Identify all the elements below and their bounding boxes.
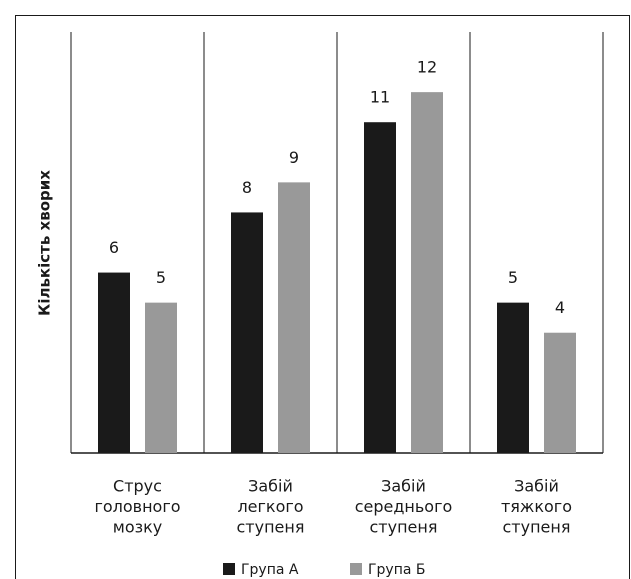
- x-tick-label: Забій: [248, 477, 293, 496]
- x-tick-label: Забій: [514, 477, 559, 496]
- data-label: 6: [109, 238, 119, 257]
- bar: [98, 272, 130, 453]
- y-axis-label: Кількість хворих: [36, 170, 54, 316]
- x-tick-label: Струс: [113, 477, 162, 496]
- bar: [411, 92, 443, 454]
- data-label: 4: [555, 298, 565, 317]
- data-label: 8: [242, 178, 252, 197]
- x-tick-label: середнього: [355, 497, 453, 516]
- data-label: 5: [156, 268, 166, 287]
- bar: [145, 302, 177, 453]
- bar: [231, 212, 263, 453]
- x-tick-label: тяжкого: [501, 497, 572, 516]
- x-tick-label: легкого: [237, 497, 303, 516]
- bar: [497, 302, 529, 453]
- legend-swatch: [223, 563, 235, 575]
- data-label: 5: [508, 268, 518, 287]
- legend-swatch: [350, 563, 362, 575]
- x-tick-label: головного: [94, 497, 180, 516]
- x-tick-label: ступеня: [503, 518, 571, 537]
- bar: [544, 332, 576, 453]
- data-label: 11: [370, 88, 390, 107]
- x-tick-label: мозку: [113, 518, 163, 537]
- bar: [278, 182, 310, 453]
- legend-label: Група Б: [368, 562, 426, 578]
- x-tick-label: Забій: [381, 477, 426, 496]
- data-label: 12: [417, 58, 437, 77]
- legend-label: Група А: [241, 562, 299, 578]
- x-tick-label: ступеня: [237, 518, 305, 537]
- data-label: 9: [289, 148, 299, 167]
- x-tick-label: ступеня: [370, 518, 438, 537]
- bar: [364, 122, 396, 453]
- frame: [15, 15, 630, 579]
